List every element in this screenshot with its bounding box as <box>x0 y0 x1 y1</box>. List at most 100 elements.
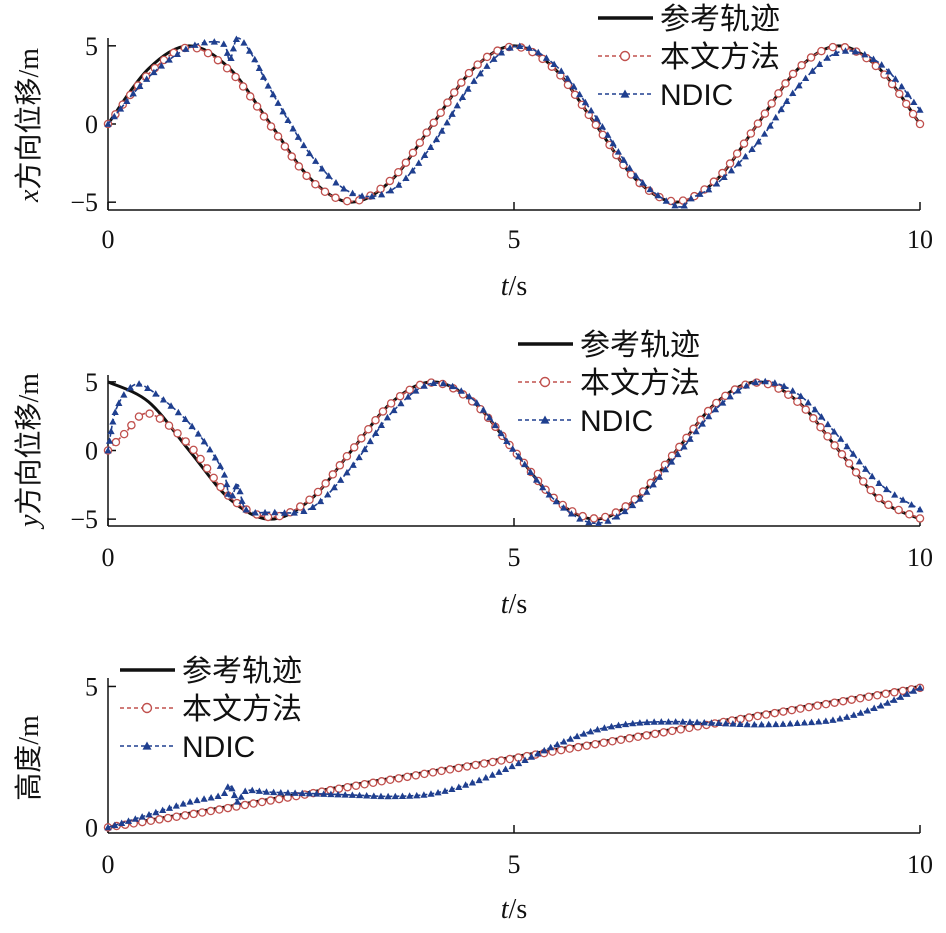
series-marker-circle <box>902 99 911 109</box>
series-marker-triangle <box>804 398 812 406</box>
x-tick-label: 0 <box>102 543 115 572</box>
series-marker-triangle <box>620 156 628 163</box>
series-marker-triangle <box>604 131 612 138</box>
series-marker-triangle <box>210 38 218 45</box>
series-marker-triangle <box>135 380 143 387</box>
y-axis-label: y方向位移/m <box>13 373 45 530</box>
x-axis-label: t/s <box>501 894 527 925</box>
y-tick-label: −5 <box>70 188 98 217</box>
series-marker-circle <box>589 514 599 523</box>
series-marker-circle <box>847 695 856 704</box>
series-marker-triangle <box>766 122 774 129</box>
series-marker-circle <box>331 193 340 203</box>
series-marker-triangle <box>540 746 548 754</box>
series-marker-triangle <box>216 462 224 469</box>
series-marker-triangle <box>521 460 529 468</box>
series-marker-triangle <box>438 127 446 134</box>
series-marker-triangle <box>109 418 117 425</box>
series-marker-triangle <box>687 194 695 202</box>
series-marker-triangle <box>823 54 831 61</box>
series-marker-triangle <box>855 457 863 465</box>
series-marker-circle <box>732 149 742 158</box>
series-marker-triangle <box>720 173 728 181</box>
series-marker-triangle <box>713 180 721 187</box>
series-marker-triangle <box>650 718 658 725</box>
series-marker-circle <box>364 424 373 434</box>
series-marker-circle <box>844 459 854 468</box>
series-marker-triangle <box>104 823 112 831</box>
series-marker-circle <box>240 800 250 810</box>
x-tick-label: 10 <box>907 225 933 254</box>
series-marker-triangle <box>693 718 701 726</box>
series-marker-triangle <box>462 781 470 788</box>
series-marker-triangle <box>300 507 308 514</box>
series-marker-circle <box>828 42 838 52</box>
series-marker-triangle <box>330 483 338 491</box>
series-marker-triangle <box>910 98 918 106</box>
series-marker-circle <box>582 741 591 750</box>
series-marker-circle <box>429 118 438 127</box>
series-marker-triangle <box>783 97 791 104</box>
series-marker-circle <box>420 769 429 779</box>
y-tick-label: 5 <box>85 32 98 61</box>
series-marker-triangle <box>182 45 190 52</box>
series-marker-circle <box>625 734 634 743</box>
legend-label-2: NDIC <box>660 79 733 112</box>
series-marker-triangle <box>657 718 665 725</box>
series-marker-triangle <box>560 504 568 511</box>
series-marker-circle <box>395 391 405 401</box>
series-marker-triangle <box>843 713 851 720</box>
series-marker-triangle <box>300 141 308 149</box>
series-marker-circle <box>505 754 515 764</box>
series-marker-triangle <box>629 501 637 509</box>
series-marker-triangle <box>145 810 153 818</box>
x-tick-label: 5 <box>508 225 521 254</box>
series-marker-triangle <box>229 44 238 52</box>
series-marker-circle <box>881 689 891 699</box>
series-marker-circle <box>894 505 903 515</box>
series-marker-circle <box>712 398 721 408</box>
legend-marker-circle <box>619 50 631 62</box>
series-marker-triangle <box>680 202 688 209</box>
series-marker-circle <box>678 196 688 205</box>
series-marker-triangle <box>573 732 581 740</box>
series-marker-triangle <box>832 49 840 56</box>
series-marker-triangle <box>277 788 285 796</box>
series-marker-triangle <box>455 783 463 790</box>
legend-label-0: 参考轨迹 <box>660 3 780 36</box>
series-marker-triangle <box>111 821 119 829</box>
series-marker-circle <box>838 696 848 706</box>
series-marker-circle <box>313 487 323 497</box>
x-tick-label: 5 <box>508 850 521 879</box>
x-tick-label: 0 <box>102 225 115 254</box>
series-marker-circle <box>601 512 610 522</box>
series-marker-triangle <box>636 495 644 502</box>
series-marker-circle <box>266 796 275 805</box>
series-marker-triangle <box>904 90 912 98</box>
series-marker-triangle <box>863 706 872 714</box>
series-marker-triangle <box>233 798 242 805</box>
series-marker-triangle <box>878 61 886 68</box>
series-marker-circle <box>573 742 583 752</box>
series-marker-triangle <box>553 740 561 748</box>
series-marker-triangle <box>255 787 263 794</box>
series-marker-circle <box>209 473 218 483</box>
series-marker-triangle <box>289 124 297 132</box>
series-marker-triangle <box>143 75 151 82</box>
series-marker-triangle <box>387 186 395 194</box>
series-marker-triangle <box>324 490 332 498</box>
series-marker-triangle <box>909 687 918 694</box>
series-marker-triangle <box>448 785 456 793</box>
series-marker-triangle <box>771 379 779 386</box>
series-marker-triangle <box>727 166 736 174</box>
series-marker-triangle <box>754 138 763 145</box>
series-marker-circle <box>189 445 198 455</box>
series-marker-triangle <box>325 172 333 179</box>
x-tick-label: 5 <box>508 543 521 572</box>
series-marker-triangle <box>521 756 529 763</box>
series-marker-triangle <box>427 790 435 797</box>
series-marker-triangle <box>760 130 769 137</box>
series-marker-circle <box>386 399 396 408</box>
